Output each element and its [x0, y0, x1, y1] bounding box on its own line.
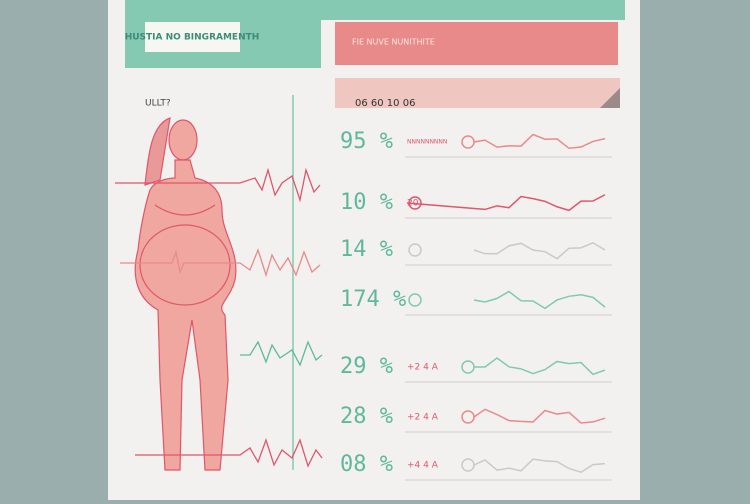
- row-sparkline: [473, 357, 606, 376]
- figure: [134, 117, 237, 471]
- row-percent: 08 %: [340, 452, 393, 477]
- figure-label: ULLT?: [145, 99, 171, 109]
- top-band: [125, 0, 625, 20]
- header-right-title: FIE NUVE NUNITHITE: [352, 38, 435, 47]
- range-bar-label: 06 60 10 06: [355, 98, 415, 109]
- row-note: +2 4 A: [407, 413, 439, 423]
- header-left-title: HUSTIA NO BINGRAMENTH: [125, 33, 260, 43]
- ecg-waves: [115, 167, 323, 468]
- row-percent: 174 %: [340, 287, 406, 312]
- row-sparkline: [473, 458, 606, 474]
- row-sparkline: [406, 194, 606, 212]
- row-percent: 14 %: [340, 237, 393, 262]
- row-percent: 95 %: [340, 129, 393, 154]
- row-note: +2 4 A: [407, 363, 439, 373]
- header-right: [335, 22, 618, 65]
- row-dot: [408, 293, 422, 307]
- row-percent: 29 %: [340, 354, 393, 379]
- row-note: +4 4 A: [407, 461, 439, 471]
- row-dot: [408, 243, 422, 257]
- row-note: NNNNNNNNN: [407, 139, 447, 146]
- range-bar: [335, 78, 620, 108]
- header-label-box: [145, 22, 240, 52]
- row-sparkline: [473, 133, 606, 150]
- row-sparkline: [473, 290, 606, 310]
- row-sparkline: [473, 241, 606, 260]
- row-sparkline: [473, 408, 606, 424]
- row-percent: 10 %: [340, 190, 393, 215]
- range-bar-corner: [600, 88, 620, 108]
- row-percent: 28 %: [340, 404, 393, 429]
